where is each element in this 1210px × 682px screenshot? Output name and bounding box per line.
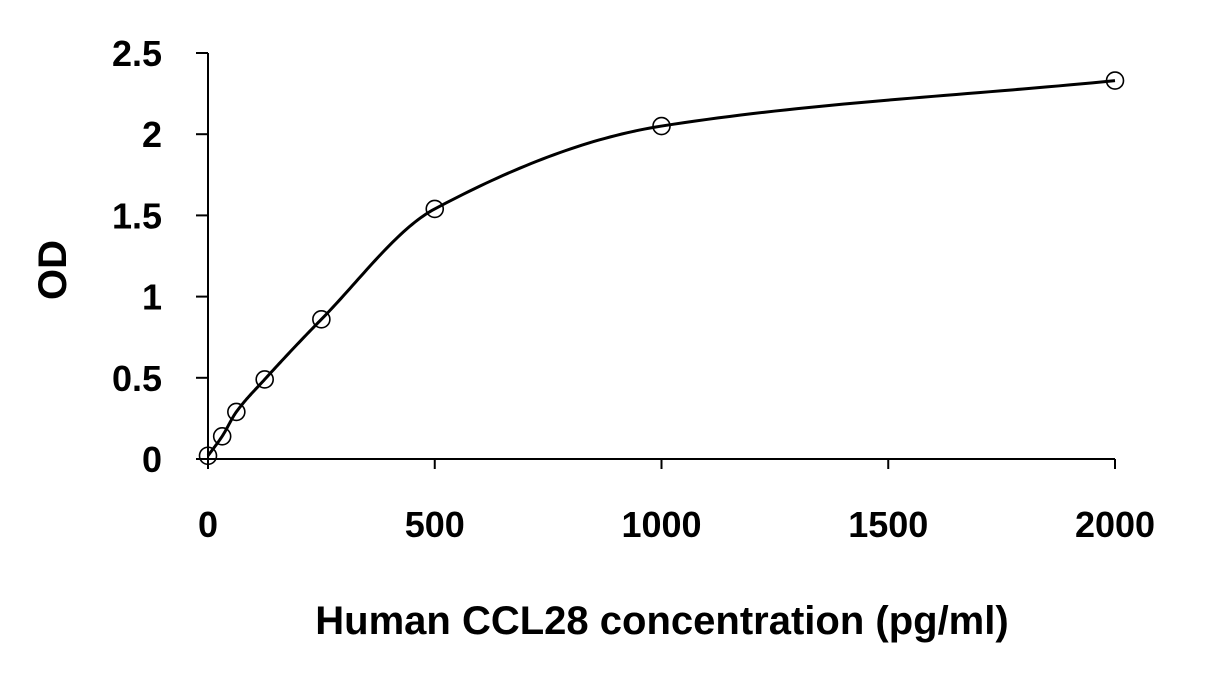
y-axis-title: OD — [31, 240, 75, 300]
x-axis-title: Human CCL28 concentration (pg/ml) — [315, 599, 1008, 643]
y-tick-label: 1.5 — [112, 195, 162, 236]
tick-labels: 0 0.5 1 1.5 2 2.5 0 500 1000 1500 2000 — [112, 33, 1155, 545]
data-point — [652, 116, 671, 136]
fit-curve — [206, 79, 1116, 457]
data-point — [425, 199, 445, 219]
x-tick-label: 0 — [198, 504, 218, 545]
y-tick-label: 0.5 — [112, 358, 162, 399]
data-point — [227, 402, 246, 422]
data-points — [198, 71, 1125, 466]
x-tick-label: 1000 — [621, 504, 701, 545]
x-tick-label: 500 — [405, 504, 465, 545]
y-tick-label: 2.5 — [112, 33, 162, 74]
data-point — [1105, 71, 1125, 90]
y-tick-label: 0 — [142, 439, 162, 480]
data-point — [212, 426, 232, 446]
data-point — [312, 310, 331, 329]
y-tick-label: 1 — [142, 277, 162, 318]
x-tick-label: 2000 — [1075, 504, 1155, 545]
x-tick-label: 1500 — [848, 504, 928, 545]
axes — [196, 52, 1116, 469]
fit-curve-layer — [206, 79, 1116, 457]
data-point — [255, 370, 274, 389]
data-point — [198, 446, 218, 466]
y-tick-label: 2 — [142, 114, 162, 155]
